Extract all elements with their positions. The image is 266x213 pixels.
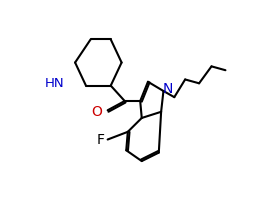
Text: HN: HN	[45, 77, 64, 90]
Text: O: O	[91, 105, 102, 119]
Text: N: N	[162, 82, 173, 96]
Text: F: F	[97, 132, 105, 147]
